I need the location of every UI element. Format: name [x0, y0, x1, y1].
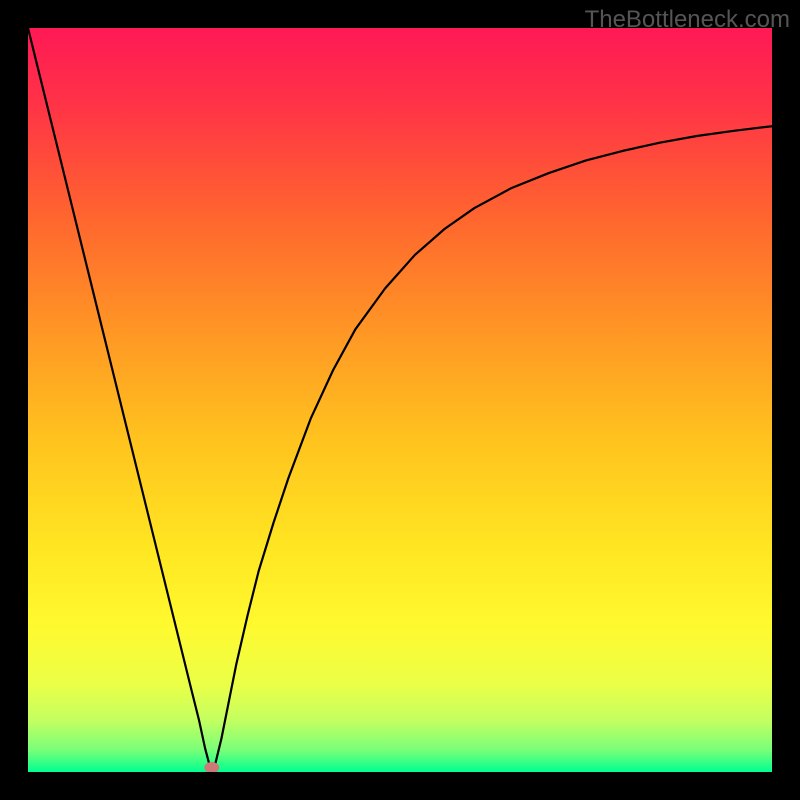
gradient-background — [28, 28, 772, 772]
chart-frame: TheBottleneck.com — [0, 0, 800, 800]
plot-area — [28, 28, 772, 772]
